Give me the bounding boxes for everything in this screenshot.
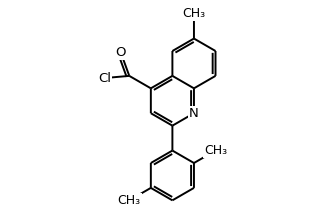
Text: O: O bbox=[116, 46, 126, 59]
Text: CH₃: CH₃ bbox=[182, 7, 205, 20]
Text: CH₃: CH₃ bbox=[204, 144, 227, 157]
Text: Cl: Cl bbox=[98, 71, 111, 85]
Text: CH₃: CH₃ bbox=[118, 194, 141, 207]
Text: N: N bbox=[189, 107, 199, 120]
